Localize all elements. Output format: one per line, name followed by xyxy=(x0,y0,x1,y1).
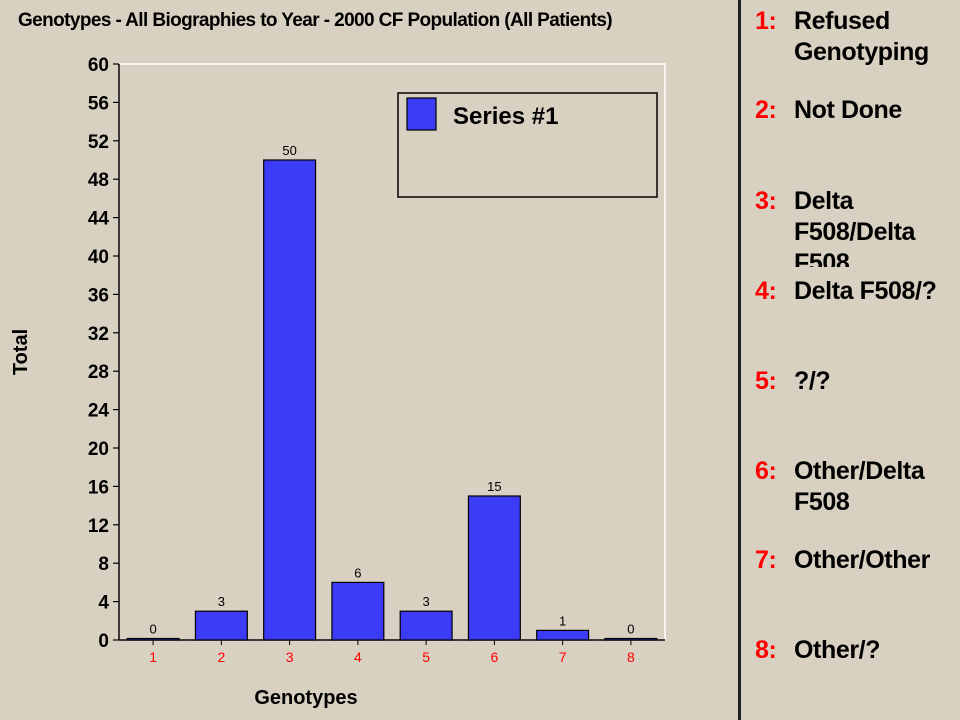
y-tick-label: 60 xyxy=(88,55,109,76)
genotype-key-panel: 1: Refused Genotyping 2: Not Done 3: Del… xyxy=(741,0,960,720)
key-text: Refused Genotyping xyxy=(794,7,929,66)
bar-6 xyxy=(467,495,521,641)
y-tick-label: 56 xyxy=(88,93,109,114)
key-item-3: 3: Delta F508/Delta F508 xyxy=(741,186,960,267)
y-tick-label: 48 xyxy=(88,170,109,191)
x-tick-label: 1 xyxy=(149,649,157,665)
y-tick-label: 20 xyxy=(88,439,109,460)
x-tick-label: 7 xyxy=(559,649,567,665)
key-text: Not Done xyxy=(794,96,902,124)
bar-3 xyxy=(263,159,317,641)
key-number: 6: xyxy=(755,457,777,485)
y-tick-label: 8 xyxy=(98,554,109,575)
y-tick-label: 28 xyxy=(88,362,109,383)
legend: Series #1 xyxy=(397,92,658,198)
x-tick-label: 6 xyxy=(490,649,498,665)
key-number: 4: xyxy=(755,277,777,305)
x-axis: 1 2 3 4 5 6 7 8 xyxy=(149,640,635,665)
key-item-1: 1: Refused Genotyping xyxy=(741,6,960,70)
bar-data-label: 1 xyxy=(559,613,566,628)
y-tick-label: 24 xyxy=(88,401,110,422)
y-tick-label: 16 xyxy=(88,477,109,498)
x-tick-label: 4 xyxy=(354,649,362,665)
bar-data-label: 15 xyxy=(487,479,501,494)
key-text: Delta F508/? xyxy=(794,277,937,305)
bar-data-label: 3 xyxy=(218,594,225,609)
bar-8 xyxy=(604,637,658,641)
key-text: ?/? xyxy=(794,367,831,395)
key-text: Other/? xyxy=(794,636,881,664)
x-tick-label: 2 xyxy=(217,649,225,665)
legend-box xyxy=(397,92,658,198)
key-number: 2: xyxy=(755,96,777,124)
key-number: 7: xyxy=(755,546,777,574)
bar-data-label: 6 xyxy=(354,565,361,580)
x-tick-label: 3 xyxy=(286,649,294,665)
key-item-7: 7: Other/Other xyxy=(741,545,960,579)
key-item-6: 6: Other/Delta F508 xyxy=(741,456,960,520)
key-number: 5: xyxy=(755,367,777,395)
panel-divider xyxy=(738,0,741,720)
bar-4 xyxy=(331,581,385,641)
y-tick-label: 12 xyxy=(88,516,109,537)
bar-1 xyxy=(126,637,180,641)
y-tick-label: 40 xyxy=(88,247,109,268)
legend-swatch xyxy=(406,97,437,131)
plot-area xyxy=(118,63,666,641)
y-tick-label: 44 xyxy=(88,209,110,230)
y-tick-label: 52 xyxy=(88,132,109,153)
y-tick-label: 0 xyxy=(98,631,109,652)
key-item-2: 2: Not Done xyxy=(741,95,960,129)
bar-data-label: 0 xyxy=(150,622,157,637)
x-tick-label: 8 xyxy=(627,649,635,665)
key-number: 8: xyxy=(755,636,777,664)
y-tick-label: 4 xyxy=(98,593,109,614)
x-tick-label: 5 xyxy=(422,649,430,665)
bar-data-label: 3 xyxy=(423,594,430,609)
key-number: 1: xyxy=(755,7,777,35)
legend-label: Series #1 xyxy=(453,103,558,130)
bar-data-label: 0 xyxy=(627,622,634,637)
plot-frame xyxy=(118,63,666,641)
key-text: Other/Delta F508 xyxy=(794,457,925,516)
y-tick-label: 32 xyxy=(88,324,109,345)
bar-data-label: 50 xyxy=(282,143,296,158)
key-item-8: 8: Other/? xyxy=(741,635,960,669)
y-tick-label: 36 xyxy=(88,285,109,306)
y-axis-label: Total xyxy=(10,329,32,375)
key-item-4: 4: Delta F508/? xyxy=(741,276,960,310)
bar-5 xyxy=(399,610,453,641)
bars: 0 3 50 6 3 15 1 0 xyxy=(126,143,658,641)
bar-2 xyxy=(194,610,248,641)
key-text: Delta F508/Delta F508 xyxy=(794,187,916,267)
key-number: 3: xyxy=(755,187,777,215)
key-item-5: 5: ?/? xyxy=(741,366,960,400)
key-text: Other/Other xyxy=(794,546,930,574)
bar-7 xyxy=(536,629,590,641)
chart-title: Genotypes - All Biographies to Year - 20… xyxy=(18,10,613,31)
x-axis-label: Genotypes xyxy=(254,687,357,709)
